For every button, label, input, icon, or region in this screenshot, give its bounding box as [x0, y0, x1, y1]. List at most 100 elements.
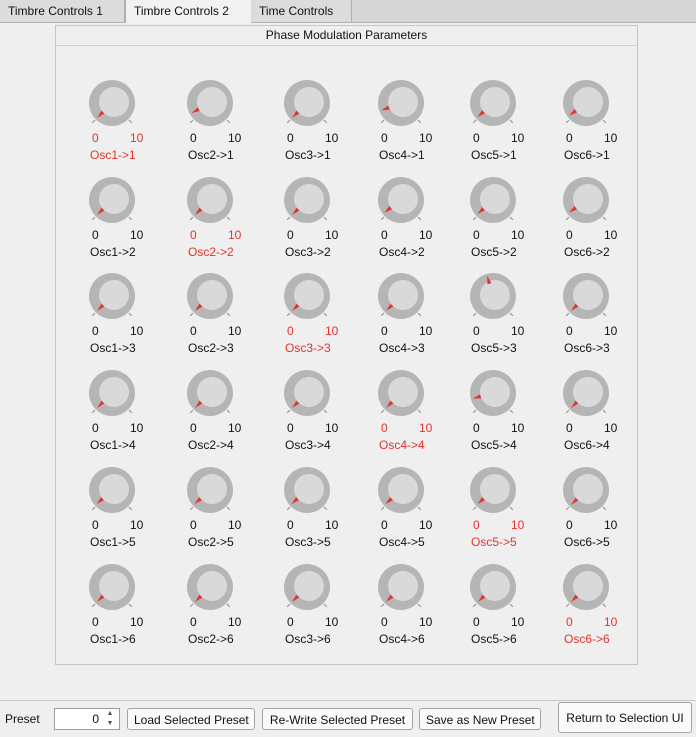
- knob[interactable]: [378, 563, 434, 617]
- knob[interactable]: [187, 79, 243, 133]
- knob-min-label: 0: [473, 324, 480, 338]
- knob-face: [573, 571, 603, 601]
- knob-cell: 0 10 Osc2->4: [187, 369, 257, 465]
- knob-name-label: Osc2->5: [188, 535, 234, 549]
- knob-min-label: 0: [92, 421, 99, 435]
- knob[interactable]: [89, 466, 145, 520]
- knob[interactable]: [378, 176, 434, 230]
- tab-time-controls[interactable]: Time Controls: [251, 0, 352, 22]
- knob-min-label: 0: [92, 228, 99, 242]
- knob-tick: [323, 119, 328, 124]
- knob[interactable]: [470, 369, 526, 423]
- knob-cell: 0 10 Osc1->3: [89, 272, 159, 368]
- knob-name-label: Osc4->1: [379, 148, 425, 162]
- knob[interactable]: [470, 79, 526, 133]
- knob-min-label: 0: [566, 421, 573, 435]
- knob[interactable]: [378, 369, 434, 423]
- knob[interactable]: [89, 272, 145, 326]
- knob-cell: 0 10 Osc3->3: [284, 272, 354, 368]
- tab-timbre-controls-1[interactable]: Timbre Controls 1: [0, 0, 125, 22]
- knob[interactable]: [563, 272, 619, 326]
- knob-cell: 0 10 Osc5->4: [470, 369, 540, 465]
- knob[interactable]: [187, 563, 243, 617]
- knob[interactable]: [378, 79, 434, 133]
- knob-face: [99, 184, 129, 214]
- knob-pointer-icon: [292, 303, 300, 311]
- knob[interactable]: [89, 563, 145, 617]
- knob-min-label: 0: [381, 131, 388, 145]
- preset-spinbox[interactable]: 0 ▲ ▼: [54, 708, 120, 730]
- knob[interactable]: [284, 563, 340, 617]
- knob[interactable]: [470, 272, 526, 326]
- knob-tick: [91, 409, 96, 414]
- knob-name-label: Osc4->6: [379, 632, 425, 646]
- knob-pointer-icon: [384, 206, 392, 213]
- knob[interactable]: [89, 176, 145, 230]
- knob-face: [388, 377, 418, 407]
- knob-pointer-icon: [195, 207, 203, 215]
- save-as-new-preset-button[interactable]: Save as New Preset: [419, 708, 541, 730]
- knob-pointer-icon: [477, 207, 485, 215]
- knob-name-label: Osc6->4: [564, 438, 610, 452]
- spin-up-icon[interactable]: ▲: [106, 710, 114, 717]
- knob-max-label: 10: [604, 615, 618, 629]
- knob-tick: [226, 312, 231, 317]
- knob-pointer-icon: [571, 303, 579, 311]
- knob-name-label: Osc3->1: [285, 148, 331, 162]
- knob[interactable]: [284, 79, 340, 133]
- knob-cell: 0 10 Osc1->5: [89, 466, 159, 562]
- knob-max-label: 10: [130, 228, 144, 242]
- knob[interactable]: [470, 466, 526, 520]
- knob-name-label: Osc6->5: [564, 535, 610, 549]
- knob[interactable]: [470, 563, 526, 617]
- knob-pointer-icon: [97, 110, 105, 118]
- knob[interactable]: [284, 466, 340, 520]
- knob[interactable]: [284, 369, 340, 423]
- knob-min-label: 0: [190, 421, 197, 435]
- knob-name-label: Osc5->5: [471, 535, 517, 549]
- knob-tick: [91, 216, 96, 221]
- rewrite-selected-preset-button[interactable]: Re-Write Selected Preset: [262, 708, 413, 730]
- knob-face: [480, 280, 510, 310]
- knob-tick: [602, 119, 607, 124]
- knob-min-label: 0: [473, 615, 480, 629]
- knob-name-label: Osc3->3: [285, 341, 331, 355]
- knob-face: [294, 474, 324, 504]
- knob-max-label: 10: [419, 518, 433, 532]
- tab-timbre-controls-2[interactable]: Timbre Controls 2: [125, 0, 252, 23]
- knob-tick: [286, 119, 291, 124]
- knob-tick: [417, 506, 422, 511]
- knob[interactable]: [378, 466, 434, 520]
- knob-min-label: 0: [287, 518, 294, 532]
- spin-down-icon[interactable]: ▼: [106, 720, 114, 727]
- knob-tick: [226, 409, 231, 414]
- knob-tick: [323, 506, 328, 511]
- knob[interactable]: [284, 272, 340, 326]
- knob[interactable]: [563, 176, 619, 230]
- knob[interactable]: [187, 466, 243, 520]
- knob[interactable]: [187, 369, 243, 423]
- knob[interactable]: [89, 369, 145, 423]
- knob[interactable]: [563, 369, 619, 423]
- knob[interactable]: [563, 79, 619, 133]
- knob[interactable]: [470, 176, 526, 230]
- knob[interactable]: [563, 563, 619, 617]
- knob[interactable]: [284, 176, 340, 230]
- knob[interactable]: [563, 466, 619, 520]
- knob-tick: [602, 312, 607, 317]
- knob-pointer-icon: [386, 594, 394, 602]
- knob[interactable]: [89, 79, 145, 133]
- preset-value[interactable]: 0: [92, 712, 99, 726]
- knob[interactable]: [187, 176, 243, 230]
- knob[interactable]: [378, 272, 434, 326]
- bottom-bar: Preset 0 ▲ ▼ Load Selected Preset Re-Wri…: [0, 700, 696, 737]
- return-to-selection-ui-button[interactable]: Return to Selection UI: [558, 702, 692, 733]
- knob-tick: [128, 409, 133, 414]
- load-selected-preset-button[interactable]: Load Selected Preset: [127, 708, 255, 730]
- knob-tick: [286, 312, 291, 317]
- knob-face: [294, 377, 324, 407]
- knob-cell: 0 10 Osc6->5: [563, 466, 633, 562]
- knob[interactable]: [187, 272, 243, 326]
- knob-pointer-icon: [292, 207, 300, 215]
- knob-tick: [91, 312, 96, 317]
